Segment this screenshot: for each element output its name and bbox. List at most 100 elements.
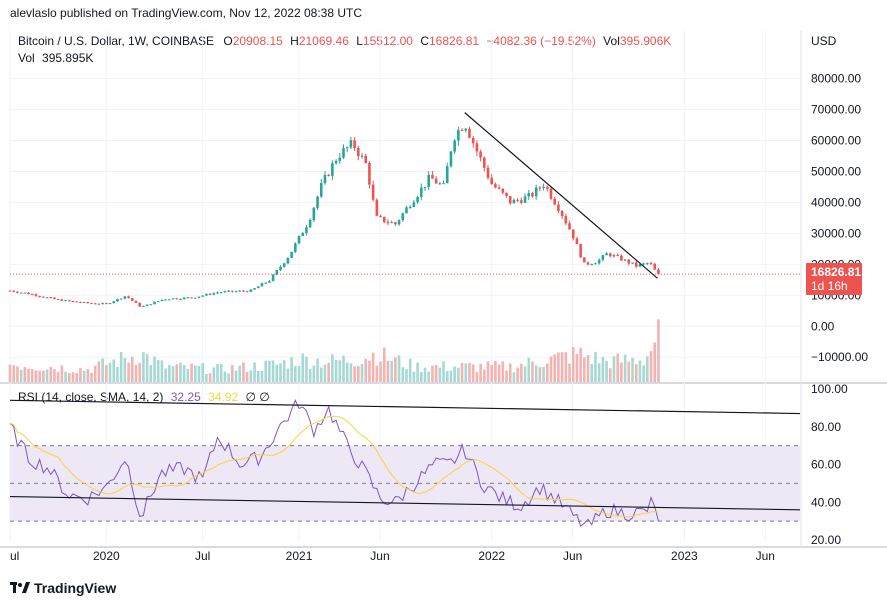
candle-body [249,289,253,292]
candle-body [538,187,542,189]
candle-body [397,220,401,225]
volume-bar [560,352,564,382]
symbol-label[interactable]: Bitcoin / U.S. Dollar, 1W, COINBASE [18,34,215,48]
volume-bar [586,355,590,382]
volume-bar [394,357,397,382]
candle-body [445,166,449,184]
volume-bar [171,366,175,382]
volume-bar [375,365,379,382]
candle-body [160,299,164,302]
volume-bar [364,358,368,382]
volume-bar [638,360,642,382]
candle-body [416,196,419,203]
volume-bar [475,371,479,382]
volume-bar [156,360,160,382]
candle-body [227,290,230,292]
low-label: L [356,34,363,48]
volume-bar [368,360,371,382]
volume-bar [138,362,141,382]
volume-bar [238,365,242,382]
volume-bar [294,366,297,382]
volume-bar [256,370,260,382]
volume-bar [397,355,401,382]
volume-bar [75,373,78,382]
volume-bar [345,362,349,382]
candle-body [642,263,645,265]
volume-bar [297,365,301,382]
volume-bar [401,367,405,382]
last-price-countdown: 1d 16h [811,279,848,293]
candle-body [105,303,108,305]
volume-bar [568,363,571,382]
volume-legend-value: 395.895K [42,51,94,65]
volume-bar [112,359,116,382]
volume-bar [497,364,501,382]
volume-bar [486,361,490,382]
candle-body [327,174,330,176]
volume-bar [494,360,497,382]
price-tick-label: 70000.00 [811,103,861,117]
volume-bar [579,347,582,382]
volume-bar [442,361,445,382]
price-tick-label: 50000.00 [811,164,861,178]
candle-body [516,199,519,201]
volume-bar [97,361,101,382]
candle-body [186,297,190,299]
candle-body [264,282,267,284]
candle-body [175,298,179,300]
volume-bar [479,363,482,382]
candle-body [75,301,78,303]
candle-body [190,297,193,299]
volume-bar [371,352,375,382]
tradingview-logo-text[interactable]: TradingView [34,580,117,596]
volume-bar [93,365,97,382]
volume-bar [290,356,293,382]
candle-body [30,294,34,296]
candle-body [379,215,382,217]
grid [0,30,887,548]
candle-body [56,299,60,301]
volume-bar [160,360,164,382]
volume-bars [8,319,660,382]
candle-body [127,296,130,299]
open-value: 20908.15 [232,34,283,48]
candle-body [275,270,279,275]
candle-body [490,177,494,185]
candle-body [90,303,93,305]
candle-body [412,202,416,207]
vol-label: Vol [603,34,620,48]
candle-body [527,193,531,197]
volume-bar [60,365,64,382]
candle-body [16,291,19,293]
volume-bar [323,364,327,382]
candle-body [420,187,423,197]
volume-bar [253,362,256,382]
candle-body [579,244,582,258]
candle-body [212,293,216,295]
volume-bar [627,361,631,382]
candle-body [638,264,642,267]
price-tick-label: 0.00 [811,319,835,333]
candle-body [501,188,505,193]
currency-label: USD [811,34,837,48]
volume-bar [334,359,338,382]
open-label: O [223,34,233,48]
trendline-rsi [9,495,801,511]
time-tick-label: 2022 [478,549,505,563]
candle-body [149,304,153,306]
candle-body [360,155,364,157]
volume-bar [353,366,356,382]
volume-bar [382,347,386,382]
volume-bar [234,370,238,382]
volume-bar [542,366,545,382]
candle-body [623,259,627,261]
volume-bar [90,372,93,382]
volume-bar [319,367,323,382]
trendlines[interactable] [9,112,801,511]
volume-bar [386,360,390,382]
candle-body [294,243,297,252]
volume-bar [27,368,30,382]
candle-body [23,292,27,294]
volume-bar [223,371,227,382]
